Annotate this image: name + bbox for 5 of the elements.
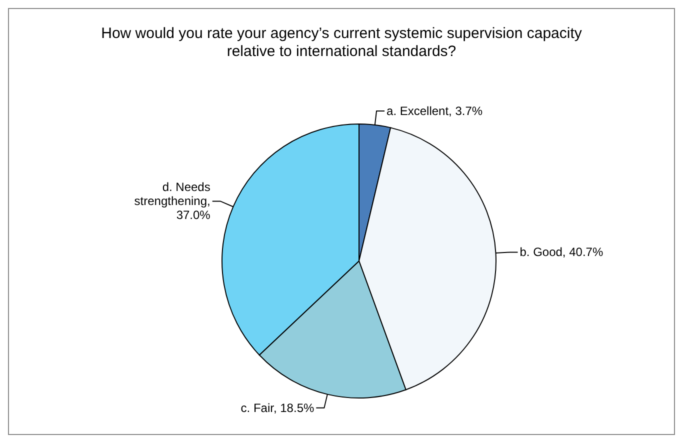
chart-title: How would you rate your agency’s current systemic supervision capacity relative to international standards? — [100, 25, 583, 61]
slice-label: d. Needs strengthening, 37.0% — [134, 180, 211, 222]
slice-label: a. Excellent, 3.7% — [386, 104, 483, 118]
slice-label: b. Good, 40.7% — [520, 245, 604, 260]
slice-label: c. Fair, 18.5% — [240, 400, 314, 415]
